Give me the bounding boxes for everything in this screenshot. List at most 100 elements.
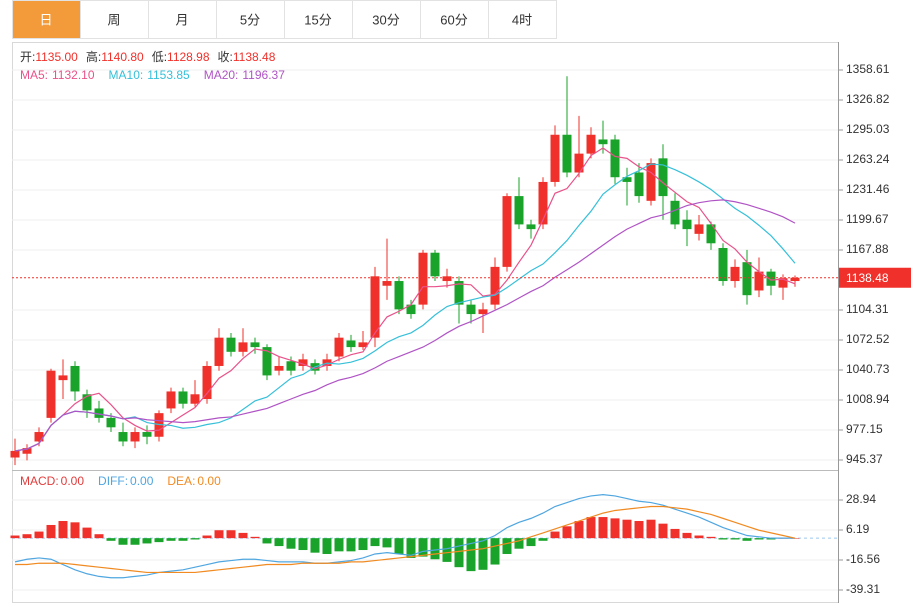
candle-body [262, 347, 272, 376]
macd-bar [190, 538, 200, 540]
legend-value: 0.00 [61, 474, 85, 488]
macd-bar [166, 538, 176, 541]
candle-body [694, 224, 704, 234]
info-value: 1128.98 [167, 50, 210, 64]
macd-bar [574, 521, 584, 539]
tab-label[interactable]: 周 [107, 12, 120, 27]
candle-body [610, 139, 620, 178]
macd-bar [742, 538, 752, 541]
y-tick-label: 6.19 [846, 522, 870, 536]
indicator-line [14, 494, 795, 579]
macd-bar [226, 530, 236, 539]
macd-bar [142, 538, 152, 544]
y-tick-label: 977.15 [846, 422, 883, 436]
y-tick-label: 945.37 [846, 452, 883, 466]
tab-label[interactable]: 5分 [240, 12, 260, 27]
macd-bar [466, 538, 476, 572]
macd-bar [130, 538, 140, 545]
tab[interactable] [488, 0, 557, 39]
candle-body [202, 365, 212, 400]
candle-body [526, 224, 536, 230]
macd-bar [694, 535, 704, 539]
macd-bar [250, 536, 260, 539]
legend-name: MACD: [20, 474, 59, 488]
macd-bar [370, 538, 380, 547]
candle-body [646, 163, 656, 201]
candle-body [238, 342, 248, 352]
y-tick-label: 1104.31 [846, 302, 889, 316]
candle-body [718, 248, 728, 282]
info-value: 1138.48 [233, 50, 276, 64]
tab-label[interactable]: 15分 [304, 12, 331, 27]
macd-bar [646, 519, 656, 539]
candle-body [394, 281, 404, 310]
candle-body [418, 252, 428, 305]
y-tick-label: 1295.03 [846, 122, 890, 136]
info-label: 开: [20, 50, 35, 64]
tab[interactable] [284, 0, 353, 39]
macd-bar [586, 517, 596, 539]
tab-label[interactable]: 60分 [440, 12, 467, 27]
tab[interactable] [420, 0, 489, 39]
candle-body [406, 304, 416, 315]
legend-value: 0.00 [197, 474, 221, 488]
macd-bar [118, 538, 128, 545]
y-tick-label: -39.31 [846, 582, 880, 596]
macd-bar [538, 538, 548, 541]
candle-body [490, 266, 500, 305]
tab-label[interactable]: 30分 [372, 12, 399, 27]
candle-body [358, 342, 368, 348]
candle-body [742, 262, 752, 296]
candle-body [334, 337, 344, 357]
macd-bar [550, 531, 560, 539]
y-tick-label: -16.56 [846, 552, 880, 566]
legend-name: MA20: [204, 68, 239, 82]
candle-body [730, 266, 740, 282]
candle-body [442, 276, 452, 282]
macd-bar [346, 538, 356, 552]
macd-bar [34, 531, 44, 539]
tab-label[interactable]: 日 [39, 12, 52, 27]
macd-bar [610, 518, 620, 539]
macd-bar [634, 521, 644, 539]
candle-body [166, 391, 176, 409]
tab[interactable] [12, 0, 81, 39]
tab-label[interactable]: 4时 [512, 12, 532, 27]
candle-body [10, 450, 20, 458]
candle-body [370, 276, 380, 338]
macd-bar [358, 538, 368, 551]
candle-body [466, 304, 476, 315]
macd-bar [670, 528, 680, 539]
candle-body [190, 394, 200, 404]
tab[interactable] [148, 0, 217, 39]
macd-bar [202, 535, 212, 539]
tab[interactable] [352, 0, 421, 39]
candle-body [478, 309, 488, 315]
candle-body [382, 281, 392, 286]
macd-bar [514, 538, 524, 549]
macd-bar [94, 534, 104, 539]
candle-body [634, 172, 644, 197]
indicator-line [14, 199, 796, 452]
y-tick-label: 1358.61 [846, 62, 890, 76]
last-price-label: 1138.48 [846, 271, 889, 285]
candle-body [178, 391, 188, 404]
macd-bar [334, 538, 344, 552]
candle-body [670, 200, 680, 225]
candle-body [454, 281, 464, 305]
macd-bar [298, 538, 308, 551]
macd-bar [598, 517, 608, 539]
legend-value: 0.00 [130, 474, 154, 488]
y-tick-label: 1040.73 [846, 362, 890, 376]
tab-label[interactable]: 月 [175, 12, 188, 27]
macd-bar [454, 538, 464, 568]
macd-bar [262, 538, 272, 544]
macd-bar [418, 538, 428, 557]
candle-body [538, 181, 548, 225]
candle-body [598, 139, 608, 145]
legend-value: 1153.85 [147, 68, 190, 82]
macd-bar [502, 538, 512, 554]
tab[interactable] [80, 0, 149, 39]
macd-bar [178, 538, 188, 541]
candle-body [574, 153, 584, 173]
